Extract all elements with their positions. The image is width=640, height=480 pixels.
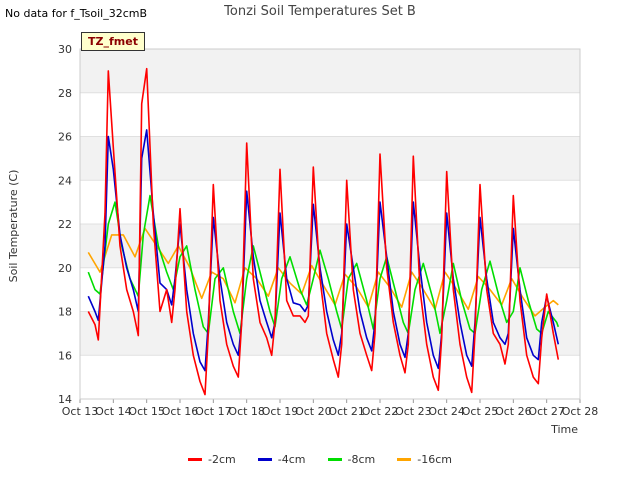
x-tick-label: Oct 28 xyxy=(562,405,599,418)
grid-bands xyxy=(80,49,580,356)
x-tick-label: Oct 19 xyxy=(262,405,299,418)
legend-swatch-16cm xyxy=(397,458,412,461)
legend-item-2cm: -2cm xyxy=(188,453,236,466)
x-tick-label: Oct 27 xyxy=(528,405,565,418)
x-axis-label: Time xyxy=(550,423,578,436)
y-tick-label: 28 xyxy=(58,87,72,100)
legend-label-2cm: -2cm xyxy=(208,453,236,466)
y-tick-label: 14 xyxy=(58,393,72,406)
y-tick-label: 22 xyxy=(58,218,72,231)
x-tick-label: Oct 16 xyxy=(162,405,199,418)
x-tick-label: Oct 17 xyxy=(195,405,232,418)
legend-item-8cm: -8cm xyxy=(327,453,376,466)
y-tick-label: 20 xyxy=(58,262,72,275)
x-tick-label: Oct 22 xyxy=(362,405,399,418)
x-tick-label: Oct 18 xyxy=(228,405,265,418)
series-line-8cmcm xyxy=(87,194,560,335)
plot-frame xyxy=(79,48,581,400)
y-axis-label: Soil Temperature (C) xyxy=(7,170,20,283)
series-line-2cmcm xyxy=(87,67,560,396)
legend-item-4cm: -4cm xyxy=(257,453,306,466)
y-axis-ticks: 14 16 18 20 22 24 26 28 30 xyxy=(58,43,72,406)
site-badge: TZ_fmet xyxy=(81,32,145,51)
series-lines xyxy=(87,67,560,396)
x-tick-label: Oct 14 xyxy=(95,405,132,418)
legend-swatch-4cm xyxy=(257,458,272,461)
x-tick-label: Oct 15 xyxy=(128,405,165,418)
legend-swatch-8cm xyxy=(327,458,342,461)
legend-label-16cm: -16cm xyxy=(417,453,452,466)
x-tick-label: Oct 26 xyxy=(495,405,532,418)
y-tick-label: 16 xyxy=(58,349,72,362)
x-tick-label: Oct 20 xyxy=(295,405,332,418)
y-tick-label: 30 xyxy=(58,43,72,56)
x-tick-label: Oct 25 xyxy=(462,405,499,418)
legend-label-8cm: -8cm xyxy=(347,453,376,466)
legend-label-4cm: -4cm xyxy=(277,453,306,466)
x-tick-label: Oct 21 xyxy=(328,405,365,418)
legend-item-16cm: -16cm xyxy=(397,453,452,466)
grid-band xyxy=(80,136,580,181)
no-data-note: No data for f_Tsoil_32cmB xyxy=(5,7,148,20)
chart-title: Tonzi Soil Temperatures Set B xyxy=(223,4,416,19)
x-tick-label: Oct 13 xyxy=(62,405,99,418)
x-tick-label: Oct 24 xyxy=(428,405,465,418)
y-tick-label: 18 xyxy=(58,306,72,319)
grid-band xyxy=(80,49,580,93)
y-tick-label: 26 xyxy=(58,131,72,144)
legend: -2cm -4cm -8cm -16cm xyxy=(0,453,640,466)
y-tick-label: 24 xyxy=(58,174,72,187)
x-tick-label: Oct 23 xyxy=(395,405,432,418)
legend-swatch-2cm xyxy=(188,458,203,461)
